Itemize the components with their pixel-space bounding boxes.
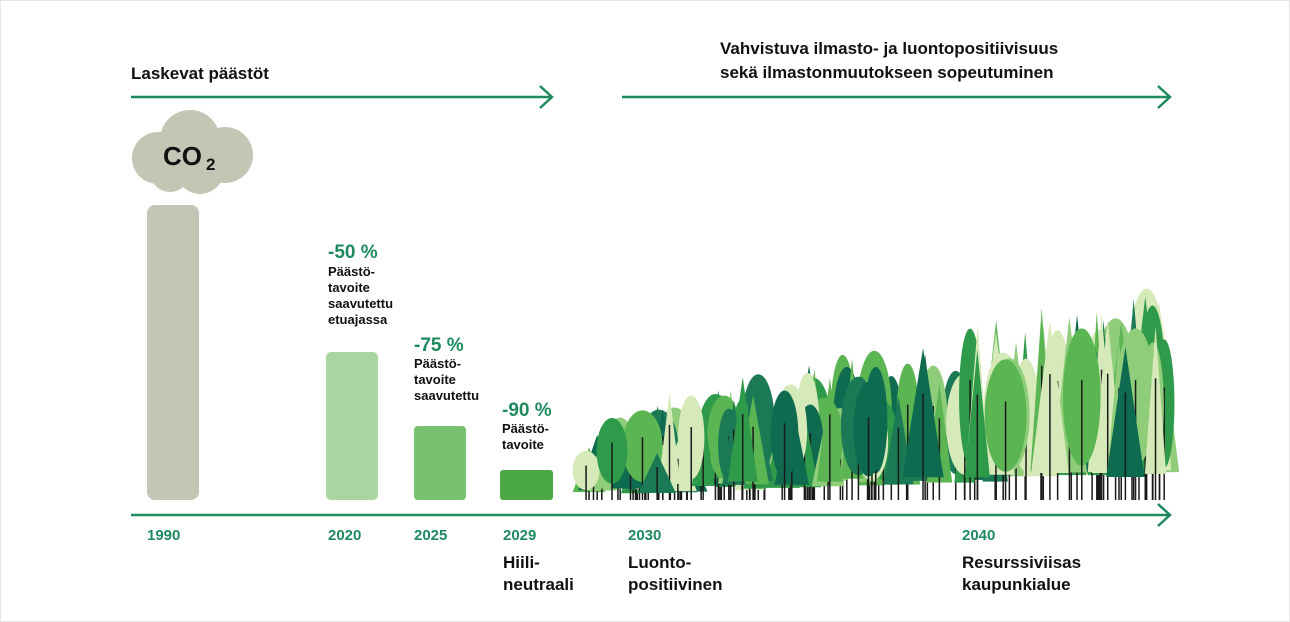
cloud-subscript: 2	[206, 155, 215, 174]
target-percent: -50 %	[328, 242, 378, 263]
year-label: 1990	[147, 527, 180, 544]
milestone-text: Resurssiviisas	[962, 553, 1081, 572]
year-label: 2029	[503, 527, 536, 544]
milestone-text: kaupunkialue	[962, 575, 1071, 594]
right-title: sekä ilmastonmuutokseen sopeutuminen	[720, 63, 1053, 82]
target-percent: -75 %	[414, 335, 464, 356]
target-text: saavutettu	[414, 388, 479, 403]
bar-2025	[414, 426, 466, 500]
target-text: Päästö-	[414, 356, 461, 371]
right-title: Vahvistuva ilmasto- ja luontopositiivisu…	[720, 39, 1058, 58]
target-percent: -90 %	[502, 400, 552, 421]
year-label: 2025	[414, 527, 447, 544]
milestone-text: neutraali	[503, 575, 574, 594]
forest	[572, 288, 1180, 500]
year-label: 2030	[628, 527, 661, 544]
year-label: 2040	[962, 527, 995, 544]
cloud	[132, 110, 253, 194]
milestone-text: Hiili-	[503, 553, 540, 572]
bar-2020	[326, 352, 378, 500]
cloud-label: CO	[163, 141, 202, 171]
year-label: 2020	[328, 527, 361, 544]
bar-2029	[500, 470, 553, 500]
target-text: etuajassa	[328, 312, 388, 327]
target-text: saavutettu	[328, 296, 393, 311]
bar-1990	[147, 205, 199, 500]
target-text: tavoite	[414, 372, 456, 387]
target-text: Päästö-	[328, 264, 375, 279]
left-title: Laskevat päästöt	[131, 64, 269, 83]
arrows	[131, 85, 1172, 527]
target-text: tavoite	[502, 437, 544, 452]
target-text: tavoite	[328, 280, 370, 295]
milestone-text: positiivinen	[628, 575, 722, 594]
milestone-text: Luonto-	[628, 553, 691, 572]
target-text: Päästö-	[502, 421, 549, 436]
